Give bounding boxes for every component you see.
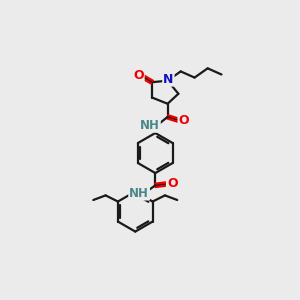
Text: NH: NH (129, 187, 149, 200)
Text: N: N (163, 73, 174, 85)
Text: NH: NH (140, 119, 160, 132)
Text: O: O (178, 114, 189, 127)
Text: O: O (133, 69, 144, 82)
Text: O: O (167, 177, 178, 190)
